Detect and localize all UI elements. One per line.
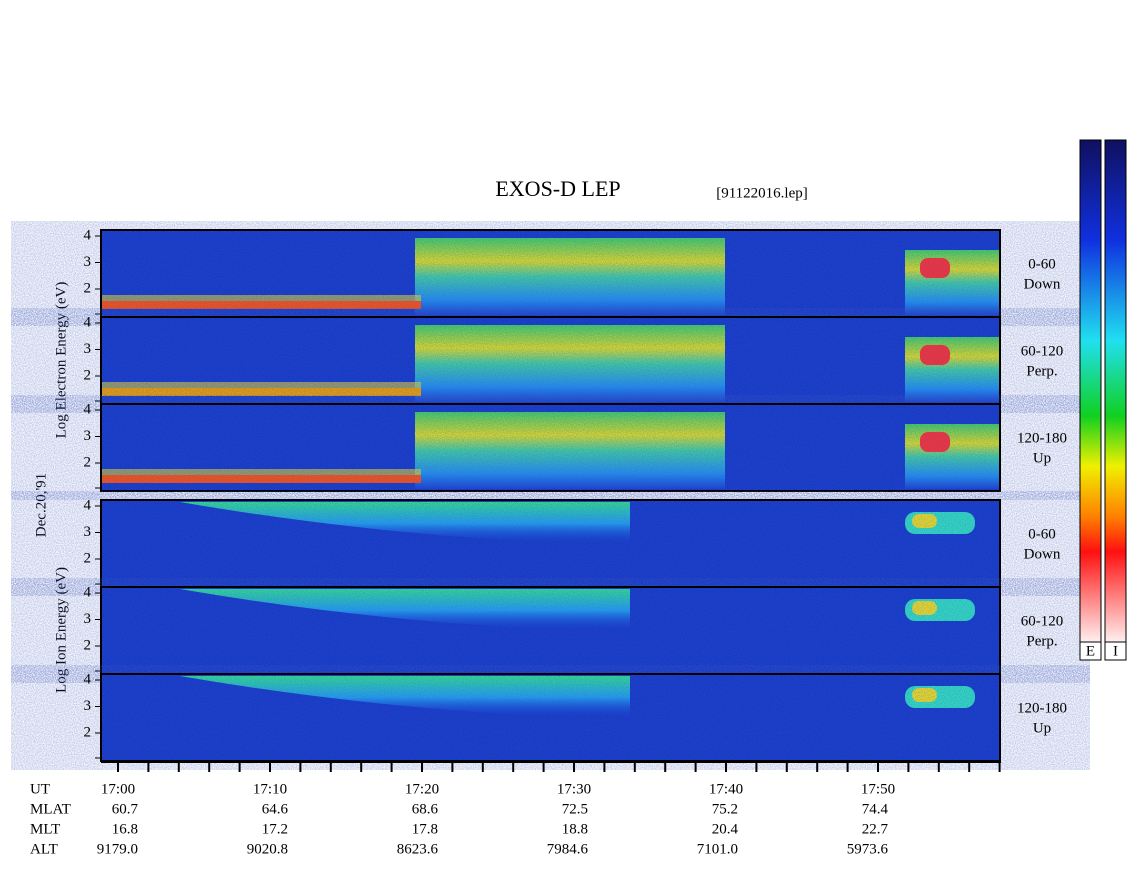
row-value: 72.5 — [562, 801, 588, 817]
date: Dec.20,'91 — [33, 473, 49, 537]
row-value: 16.8 — [112, 821, 138, 837]
noise — [101, 404, 1000, 491]
row-value: 5973.6 — [847, 841, 889, 857]
row-value: 68.6 — [412, 801, 439, 817]
y-tick-label: 2 — [84, 637, 92, 653]
row-value: 7101.0 — [697, 841, 738, 857]
panel-direction: Down — [1024, 276, 1061, 292]
row-value: 9020.8 — [247, 841, 288, 857]
y-tick-label: 2 — [84, 280, 92, 296]
colorbar — [1104, 139, 1127, 643]
panel-direction: Perp. — [1026, 363, 1057, 379]
row-value: 74.4 — [862, 801, 889, 817]
row-value: 17:50 — [861, 781, 895, 797]
row-value: 17.8 — [412, 821, 438, 837]
file-name: [91122016.lep] — [716, 185, 808, 201]
colorbar-label-box — [1079, 641, 1102, 661]
row-value: 17:30 — [557, 781, 591, 797]
row-value: 64.6 — [262, 801, 289, 817]
electron-axis-label: Log Electron Energy (eV) — [53, 282, 69, 439]
row-value: 17:40 — [709, 781, 743, 797]
y-tick-label: 3 — [84, 254, 92, 270]
y-tick-label: 3 — [84, 611, 92, 627]
y-tick-label: 3 — [84, 341, 92, 357]
row-label: ALT — [30, 841, 58, 857]
noise — [101, 587, 1000, 674]
y-tick-label: 3 — [84, 524, 92, 540]
y-tick-label: 3 — [84, 698, 92, 714]
colorbar-label-box — [1104, 641, 1127, 661]
row-value: 17:00 — [101, 781, 135, 797]
row-label: MLAT — [30, 801, 71, 817]
panel-angle: 0-60 — [1028, 256, 1056, 272]
y-tick-label: 2 — [84, 724, 92, 740]
y-tick-label: 4 — [84, 227, 92, 243]
panel-direction: Perp. — [1026, 633, 1057, 649]
y-tick-label: 4 — [84, 584, 92, 600]
row-value: 22.7 — [862, 821, 889, 837]
row-value: 7984.6 — [547, 841, 589, 857]
y-tick-label: 4 — [84, 671, 92, 687]
y-tick-label: 2 — [84, 367, 92, 383]
ion-axis-label: Log Ion Energy (eV) — [53, 567, 69, 693]
colorbar-label: E — [1086, 643, 1095, 659]
row-value: 17:20 — [405, 781, 439, 797]
noise — [101, 230, 1000, 317]
row-value: 17.2 — [262, 821, 288, 837]
colorbar-label: I — [1113, 643, 1118, 659]
noise — [101, 674, 1000, 761]
colorbar — [1079, 139, 1102, 643]
row-value: 18.8 — [562, 821, 588, 837]
y-tick-label: 2 — [84, 454, 92, 470]
spectrograms: 4 3 2 0-60 Down 4 3 2 60-120 Perp. 4 3 2 120-180 Up 4 3 2… — [84, 227, 1067, 762]
row-label: MLT — [30, 821, 60, 837]
noise — [101, 500, 1000, 587]
panel-angle: 120-180 — [1017, 700, 1067, 716]
row-value: 9179.0 — [97, 841, 138, 857]
row-value: 60.7 — [112, 801, 139, 817]
title: EXOS-D LEP — [495, 176, 620, 201]
y-tick-label: 2 — [84, 550, 92, 566]
row-value: 75.2 — [712, 801, 738, 817]
y-tick-label: 3 — [84, 428, 92, 444]
panel-angle: 0-60 — [1028, 526, 1056, 542]
panel-frame — [100, 403, 1001, 492]
noise — [101, 317, 1000, 404]
y-tick-label: 4 — [84, 314, 92, 330]
panel-direction: Up — [1033, 720, 1051, 736]
panel-angle: 60-120 — [1021, 613, 1064, 629]
row-label: UT — [30, 781, 50, 797]
y-tick-label: 4 — [84, 401, 92, 417]
y-tick-label: 4 — [84, 497, 92, 513]
panel-direction: Up — [1033, 450, 1051, 466]
panel-angle: 60-120 — [1021, 343, 1064, 359]
row-value: 8623.6 — [397, 841, 439, 857]
panel-angle: 120-180 — [1017, 430, 1067, 446]
row-value: 20.4 — [712, 821, 739, 837]
row-value: 17:10 — [253, 781, 287, 797]
panel-direction: Down — [1024, 546, 1061, 562]
